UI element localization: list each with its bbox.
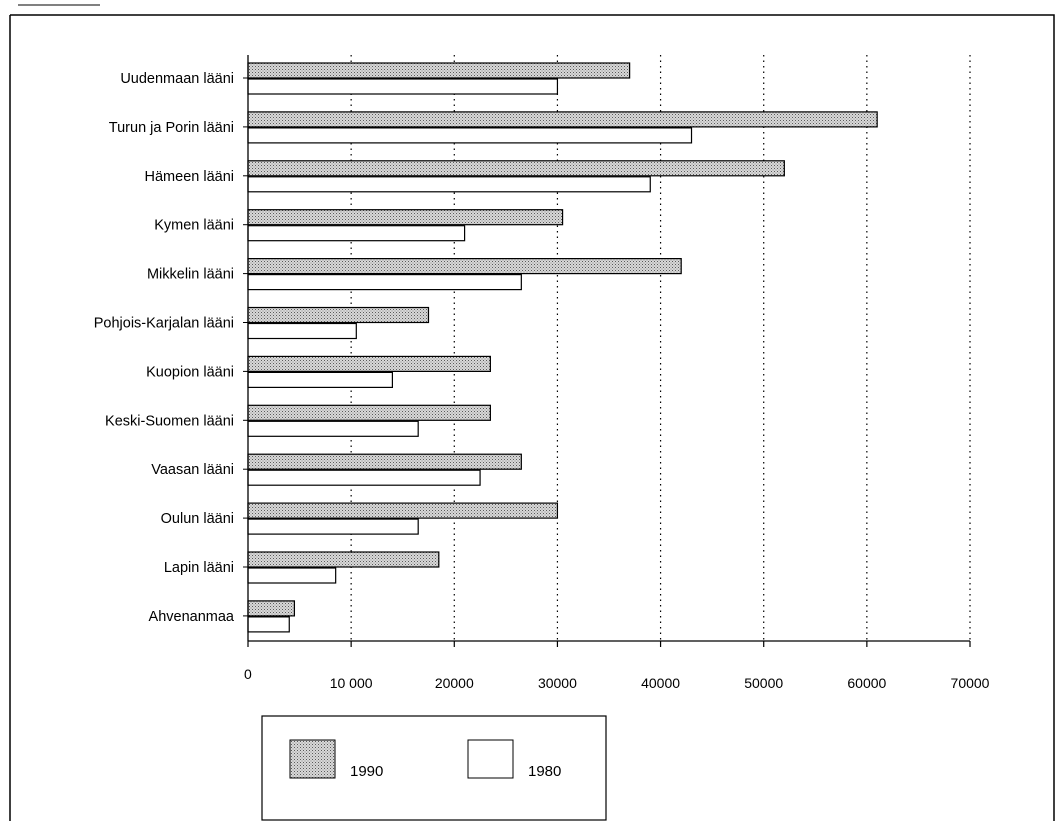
bar-1980-2 (247, 176, 651, 193)
category-label-5: Pohjois-Karjalan lääni (94, 316, 234, 332)
legend-swatch-1980 (467, 739, 514, 779)
x-tick-label-6: 60000 (847, 675, 886, 691)
category-label-9: Oulun lääni (161, 511, 234, 527)
bar-1990-2 (247, 160, 785, 177)
bar-1980-11 (247, 616, 290, 633)
legend-label-1980: 1980 (528, 763, 561, 780)
bar-1980-10 (247, 567, 337, 584)
x-tick-label-1: 10 000 (330, 675, 373, 691)
category-label-8: Vaasan lääni (151, 462, 234, 478)
bar-1980-9 (247, 518, 419, 535)
category-label-6: Kuopion lääni (146, 364, 234, 380)
x-tick-label-2: 20000 (435, 675, 474, 691)
chart-frame (9, 14, 1055, 821)
category-label-0: Uudenmaan lääni (120, 71, 234, 87)
bar-1990-0 (247, 62, 631, 79)
legend-swatch-1990 (289, 739, 336, 779)
bar-1980-0 (247, 78, 559, 95)
category-label-2: Hämeen lääni (145, 169, 234, 185)
bar-1990-6 (247, 355, 491, 372)
bars-layer (247, 62, 878, 633)
bar-1990-7 (247, 404, 491, 421)
x-tick-label-4: 40000 (641, 675, 680, 691)
bar-1990-1 (247, 111, 878, 128)
category-label-4: Mikkelin lääni (147, 267, 234, 283)
axis-layer: 0 10 000 20000 30000 40000 50000 60000 70000 (243, 55, 990, 691)
bar-1980-7 (247, 420, 419, 437)
bar-1990-10 (247, 551, 440, 568)
bar-1980-6 (247, 371, 393, 388)
bar-1980-4 (247, 274, 522, 291)
category-label-7: Keski-Suomen lääni (105, 413, 234, 429)
bar-1980-8 (247, 469, 481, 486)
category-label-3: Kymen lääni (154, 218, 234, 234)
x-tick-label-3: 30000 (538, 675, 577, 691)
labels-layer: Uudenmaan lääni Turun ja Porin lääni Hämee… (94, 71, 235, 625)
bar-1980-1 (247, 127, 693, 144)
x-tick-label-5: 50000 (744, 675, 783, 691)
bar-1990-11 (247, 600, 296, 617)
x-tick-label-0: 0 (244, 666, 252, 682)
bar-1990-4 (247, 258, 682, 275)
legend-label-1990: 1990 (350, 763, 383, 780)
bar-1980-5 (247, 322, 357, 340)
bar-1990-3 (247, 209, 564, 226)
x-tick-label-7: 70000 (951, 675, 990, 691)
bar-1980-3 (247, 225, 466, 242)
category-label-11: Ahvenanmaa (149, 609, 235, 625)
bar-1990-8 (247, 453, 522, 470)
category-label-1: Turun ja Porin lääni (109, 120, 234, 136)
bar-1990-9 (247, 502, 559, 519)
category-label-10: Lapin lääni (164, 560, 234, 576)
bar-1990-5 (247, 306, 430, 324)
legend: 1990 1980 (261, 715, 607, 821)
